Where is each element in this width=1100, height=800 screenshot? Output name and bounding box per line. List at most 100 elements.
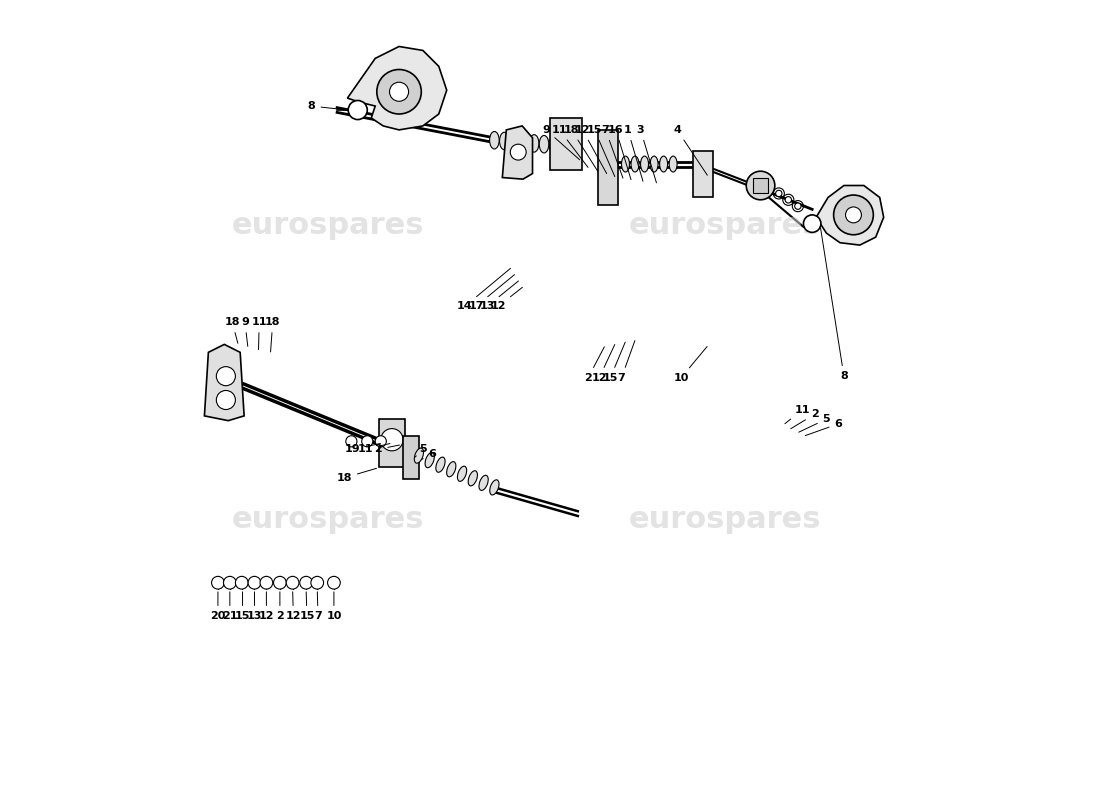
Circle shape <box>235 576 249 589</box>
Ellipse shape <box>425 453 435 468</box>
Circle shape <box>389 82 408 102</box>
Text: 11: 11 <box>252 317 267 350</box>
Ellipse shape <box>415 448 424 463</box>
Ellipse shape <box>519 134 529 151</box>
Ellipse shape <box>436 457 446 472</box>
Text: 15: 15 <box>235 592 250 621</box>
Circle shape <box>846 207 861 223</box>
Polygon shape <box>348 46 447 130</box>
Ellipse shape <box>660 156 668 172</box>
Text: 7: 7 <box>617 341 635 382</box>
Ellipse shape <box>669 156 678 172</box>
Circle shape <box>260 576 273 589</box>
Text: 11: 11 <box>785 405 811 424</box>
Text: 12: 12 <box>258 592 274 621</box>
Bar <box>550 118 582 170</box>
Text: 18: 18 <box>224 317 240 343</box>
Circle shape <box>510 144 526 160</box>
Text: eurospares: eurospares <box>628 505 821 534</box>
Circle shape <box>286 576 299 589</box>
Text: 5: 5 <box>799 414 830 432</box>
Text: eurospares: eurospares <box>231 210 424 240</box>
Circle shape <box>377 70 421 114</box>
Text: 9: 9 <box>542 125 580 160</box>
Text: 2: 2 <box>791 410 818 429</box>
Ellipse shape <box>539 135 549 153</box>
Text: 4: 4 <box>673 125 707 175</box>
Text: 11: 11 <box>552 125 589 167</box>
Text: 18: 18 <box>265 317 280 352</box>
Circle shape <box>328 576 340 589</box>
Circle shape <box>345 436 358 447</box>
Text: 10: 10 <box>327 592 342 621</box>
Circle shape <box>746 171 774 200</box>
Text: 1: 1 <box>624 125 644 182</box>
Ellipse shape <box>458 466 466 482</box>
Text: 11: 11 <box>358 443 390 454</box>
Circle shape <box>311 576 323 589</box>
Text: 6: 6 <box>805 419 843 436</box>
Ellipse shape <box>549 136 559 154</box>
Text: 2: 2 <box>276 592 284 621</box>
Text: 16: 16 <box>608 125 631 180</box>
Text: 19: 19 <box>345 443 381 454</box>
Bar <box>752 178 769 194</box>
Circle shape <box>794 203 801 210</box>
Circle shape <box>803 215 821 232</box>
Text: 12: 12 <box>575 125 607 174</box>
Circle shape <box>785 197 792 203</box>
Ellipse shape <box>631 156 639 172</box>
Ellipse shape <box>499 132 509 150</box>
Text: 18: 18 <box>337 468 376 483</box>
Text: 18: 18 <box>563 125 597 171</box>
Circle shape <box>776 190 782 197</box>
Bar <box>379 419 405 466</box>
Text: 15: 15 <box>586 125 615 177</box>
Ellipse shape <box>447 462 455 477</box>
Circle shape <box>349 101 367 119</box>
Text: 15: 15 <box>299 592 315 621</box>
Circle shape <box>834 195 873 234</box>
Text: 12: 12 <box>592 345 615 382</box>
Text: 5: 5 <box>415 444 427 457</box>
Ellipse shape <box>478 475 488 490</box>
Bar <box>597 130 617 206</box>
Text: 2: 2 <box>584 347 604 382</box>
Text: 20: 20 <box>210 592 225 621</box>
Ellipse shape <box>529 134 539 152</box>
Text: 13: 13 <box>246 592 262 621</box>
Text: 21: 21 <box>222 592 238 621</box>
Circle shape <box>223 576 236 589</box>
Ellipse shape <box>490 131 499 149</box>
Ellipse shape <box>490 480 499 495</box>
Text: eurospares: eurospares <box>628 210 821 240</box>
Ellipse shape <box>650 156 658 172</box>
Circle shape <box>217 366 235 386</box>
Text: 6: 6 <box>421 449 437 459</box>
Ellipse shape <box>621 156 629 172</box>
Circle shape <box>362 436 373 447</box>
Text: eurospares: eurospares <box>231 505 424 534</box>
Text: 13: 13 <box>480 281 518 311</box>
Text: 2: 2 <box>374 444 399 454</box>
Bar <box>693 151 713 198</box>
Text: 14: 14 <box>458 268 510 311</box>
Text: 12: 12 <box>491 287 522 311</box>
Polygon shape <box>816 186 883 245</box>
Circle shape <box>300 576 312 589</box>
Circle shape <box>375 436 386 447</box>
Text: 7: 7 <box>602 125 623 178</box>
Text: 15: 15 <box>603 342 625 382</box>
Circle shape <box>211 576 224 589</box>
Ellipse shape <box>509 133 519 150</box>
Text: 8: 8 <box>308 101 344 111</box>
Polygon shape <box>205 344 244 421</box>
Ellipse shape <box>469 470 477 486</box>
Circle shape <box>249 576 261 589</box>
Bar <box>403 436 419 479</box>
Text: 10: 10 <box>673 346 707 382</box>
Circle shape <box>381 429 403 451</box>
Ellipse shape <box>640 156 649 172</box>
Circle shape <box>217 390 235 410</box>
Text: 9: 9 <box>241 317 249 346</box>
